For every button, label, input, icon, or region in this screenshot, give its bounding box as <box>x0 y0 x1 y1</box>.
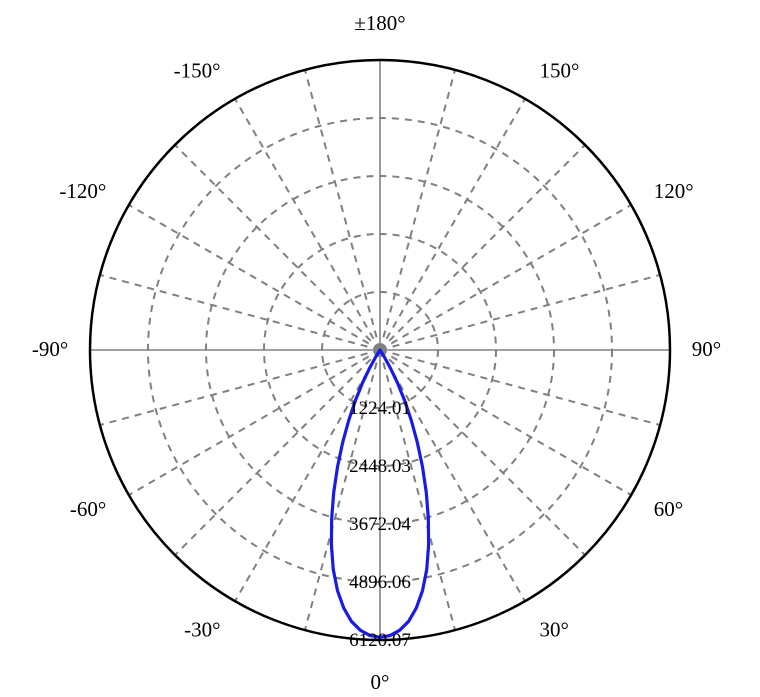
angle-tick-label: 90° <box>692 337 721 361</box>
angle-tick-label: 120° <box>654 179 694 203</box>
radial-tick-label: 2448.03 <box>349 456 411 477</box>
angle-tick-label: ±180° <box>354 11 405 35</box>
radial-tick-label: 1224.01 <box>349 398 411 419</box>
angle-tick-label: 0° <box>371 670 390 694</box>
angle-tick-label: -120° <box>59 179 106 203</box>
angle-tick-label: -150° <box>174 59 221 83</box>
angle-tick-label: 60° <box>654 497 683 521</box>
angle-tick-label: -90° <box>32 337 68 361</box>
angle-tick-label: 150° <box>540 59 580 83</box>
angle-tick-label: 30° <box>540 617 569 641</box>
radial-tick-label: 3672.04 <box>349 514 411 535</box>
radial-tick-label: 6120.07 <box>349 630 411 651</box>
angle-tick-label: -30° <box>184 617 220 641</box>
radial-tick-label: 4896.06 <box>349 572 411 593</box>
polar-chart: 1224.01 2448.03 3672.04 4896.06 6120.07 ±180°… <box>0 0 760 697</box>
angle-tick-label: -60° <box>70 497 106 521</box>
